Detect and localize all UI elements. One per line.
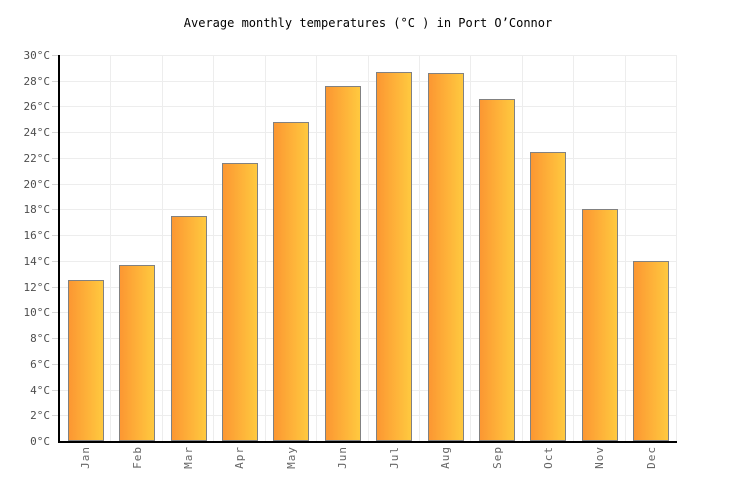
ytick-label-2: 2°C	[30, 409, 50, 423]
ytick-mark-24	[52, 132, 58, 134]
bar-sep	[479, 98, 516, 441]
ytick-label-16: 16°C	[23, 229, 51, 243]
bar-oct	[530, 151, 567, 441]
xtick-label-text: Jun	[336, 446, 350, 469]
gridline-x-5	[316, 55, 318, 441]
xtick-label-jun: Jun	[323, 446, 363, 496]
xtick-label-sep: Sep	[477, 446, 517, 496]
gridline-x-3	[213, 55, 215, 441]
ytick-label-18: 18°C	[23, 203, 51, 217]
ytick-label-24: 24°C	[23, 126, 51, 140]
bar-jan	[67, 280, 104, 441]
gridline-y-18	[60, 209, 677, 211]
xtick-label-may: May	[271, 446, 311, 496]
ytick-mark-30	[52, 55, 58, 56]
xtick-label-text: Aug	[439, 446, 453, 469]
ytick-label-8: 8°C	[30, 332, 50, 346]
gridline-x-6	[367, 55, 369, 441]
gridline-y-16	[60, 235, 677, 237]
ytick-mark-20	[52, 183, 58, 185]
gridline-y-26	[60, 106, 677, 108]
xtick-label-text: Jul	[387, 446, 401, 469]
ytick-mark-22	[52, 157, 58, 159]
xtick-label-text: Mar	[182, 446, 196, 469]
chart-title: Average monthly temperatures (°C ) in Po…	[183, 16, 553, 30]
ytick-mark-10	[52, 312, 58, 314]
xtick-label-text: Feb	[130, 446, 144, 469]
gridline-y-24	[60, 132, 677, 134]
xtick-label-text: Nov	[593, 446, 607, 469]
xtick-label-jul: Jul	[374, 446, 414, 496]
xtick-label-text: Apr	[233, 446, 247, 469]
plot-area	[58, 55, 677, 443]
bar-may	[273, 121, 310, 441]
ytick-label-28: 28°C	[23, 74, 51, 88]
xtick-label-oct: Oct	[528, 446, 568, 496]
bar-dec	[633, 260, 670, 441]
xtick-label-aug: Aug	[426, 446, 466, 496]
ytick-mark-26	[52, 106, 58, 108]
gridline-x-10	[573, 55, 575, 441]
ytick-label-0: 0°C	[30, 435, 50, 448]
xtick-label-dec: Dec	[631, 446, 671, 496]
ytick-mark-4	[52, 389, 58, 391]
ytick-label-26: 26°C	[23, 100, 51, 114]
gridline-x-1	[110, 55, 112, 441]
xtick-label-text: Jan	[79, 446, 93, 469]
xtick-label-mar: Mar	[169, 446, 209, 496]
ytick-label-30: 30°C	[23, 49, 51, 62]
gridline-y-30	[60, 55, 677, 56]
ytick-mark-28	[52, 80, 58, 82]
ytick-label-22: 22°C	[23, 151, 51, 165]
gridline-y-4	[60, 389, 677, 391]
bar-aug	[427, 73, 464, 441]
gridline-y-14	[60, 260, 677, 262]
xtick-label-text: Sep	[490, 446, 504, 469]
xtick-label-text: Oct	[541, 446, 555, 469]
gridline-x-4	[264, 55, 266, 441]
ytick-label-6: 6°C	[30, 357, 50, 371]
ytick-mark-8	[52, 338, 58, 340]
ytick-label-12: 12°C	[23, 280, 51, 294]
xtick-label-nov: Nov	[580, 446, 620, 496]
gridline-x-12	[676, 55, 677, 441]
gridline-y-12	[60, 286, 677, 288]
ytick-label-10: 10°C	[23, 306, 51, 320]
xtick-label-apr: Apr	[220, 446, 260, 496]
bar-apr	[221, 163, 258, 441]
ytick-mark-16	[52, 235, 58, 237]
bar-feb	[119, 264, 156, 441]
ytick-label-4: 4°C	[30, 383, 50, 397]
ytick-label-20: 20°C	[23, 177, 51, 191]
ytick-mark-12	[52, 286, 58, 288]
gridline-y-8	[60, 338, 677, 340]
bar-nov	[581, 209, 618, 441]
ytick-mark-14	[52, 260, 58, 262]
gridline-y-28	[60, 80, 677, 82]
gridline-y-2	[60, 415, 677, 417]
bar-jul	[376, 71, 413, 441]
bar-mar	[170, 215, 207, 441]
xtick-label-feb: Feb	[117, 446, 157, 496]
gridline-x-11	[624, 55, 626, 441]
gridline-y-10	[60, 312, 677, 314]
ytick-label-14: 14°C	[23, 254, 51, 268]
gridline-y-20	[60, 183, 677, 185]
gridline-y-22	[60, 157, 677, 159]
ytick-mark-6	[52, 363, 58, 365]
gridline-x-2	[161, 55, 163, 441]
gridline-x-8	[470, 55, 472, 441]
gridline-y-6	[60, 363, 677, 365]
ytick-mark-18	[52, 209, 58, 211]
gridline-x-7	[418, 55, 420, 441]
bar-jun	[324, 85, 361, 441]
gridline-x-9	[521, 55, 523, 441]
xtick-label-jan: Jan	[66, 446, 106, 496]
xtick-label-text: May	[284, 446, 298, 469]
ytick-mark-2	[52, 415, 58, 417]
xtick-label-text: Dec	[644, 446, 658, 469]
